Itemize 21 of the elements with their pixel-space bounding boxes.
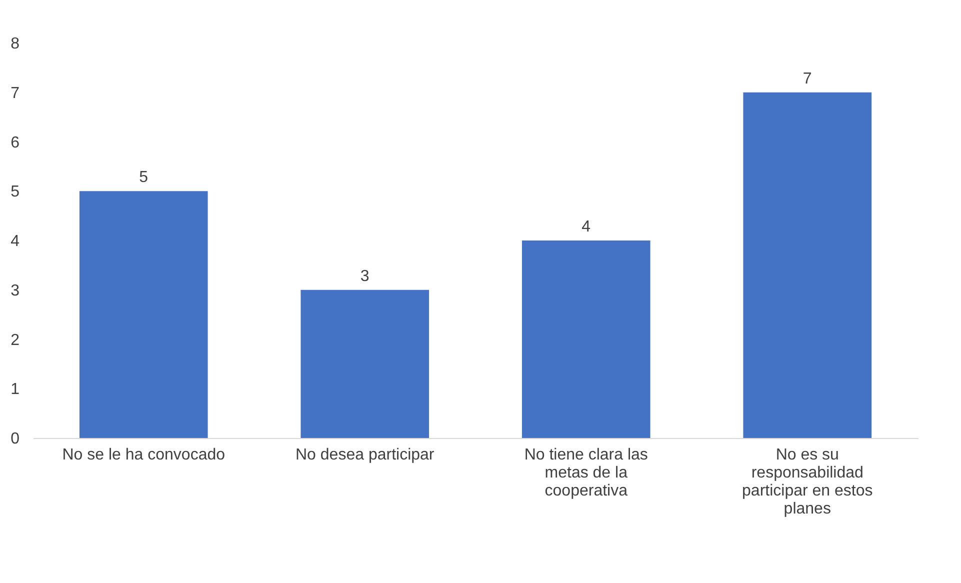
data-label: 3 [360, 268, 370, 285]
bar [300, 290, 430, 438]
data-label: 7 [802, 70, 812, 88]
y-tick-label: 3 [10, 282, 20, 300]
y-tick-label: 4 [10, 233, 20, 250]
y-tick-label: 5 [10, 184, 20, 201]
y-tick-label: 0 [10, 430, 20, 448]
x-tick-label: No se le ha convocado [62, 446, 226, 464]
bar [79, 191, 208, 438]
bar [522, 240, 650, 438]
y-tick-label: 8 [10, 36, 20, 52]
y-tick-label: 6 [10, 134, 20, 152]
data-label: 4 [582, 218, 591, 236]
data-label: 5 [139, 169, 148, 186]
x-tick-label: No es su responsabilidad participar en estos planes [742, 446, 873, 518]
y-tick-label: 2 [10, 332, 20, 349]
x-tick-label: No tiene clara las metas de la cooperativa [524, 446, 648, 500]
y-tick-label: 7 [10, 84, 20, 102]
bar [743, 92, 872, 438]
x-tick-label: No desea participar [296, 446, 435, 464]
y-tick-label: 1 [10, 381, 20, 398]
